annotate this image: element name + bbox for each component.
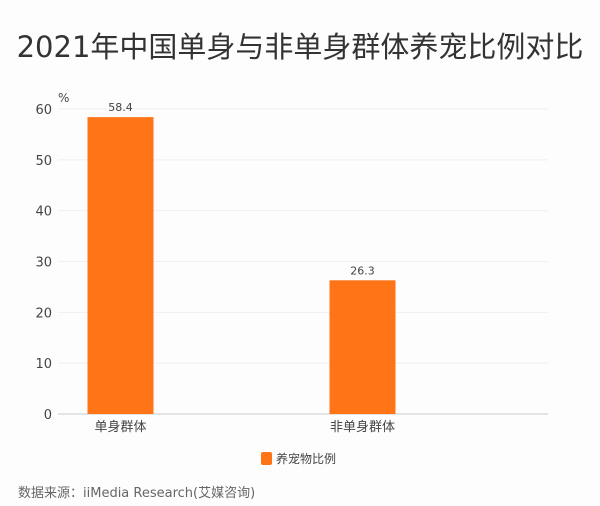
y-tick-label: 40 [35,205,52,220]
y-tick-label: 10 [35,357,52,372]
y-tick-label: 30 [35,256,52,271]
bar [329,280,396,414]
chart-title: 2021年中国单身与非单身群体养宠比例对比 [16,30,584,64]
x-tick-label: 单身群体 [94,419,146,435]
data-source: 数据来源：iiMedia Research(艾媒咨询) [18,486,256,501]
y-tick-label: 50 [35,154,52,169]
y-tick-label: 20 [35,306,52,321]
y-tick-label: 0 [44,408,52,423]
y-axis-unit: % [58,91,69,105]
bar [87,117,154,414]
legend-label: 养宠物比例 [276,451,336,466]
legend-swatch [261,452,272,465]
y-tick-label: 60 [35,103,52,118]
x-tick-label: 非单身群体 [330,419,395,435]
data-label: 26.3 [350,264,375,277]
data-label: 58.4 [108,101,133,114]
